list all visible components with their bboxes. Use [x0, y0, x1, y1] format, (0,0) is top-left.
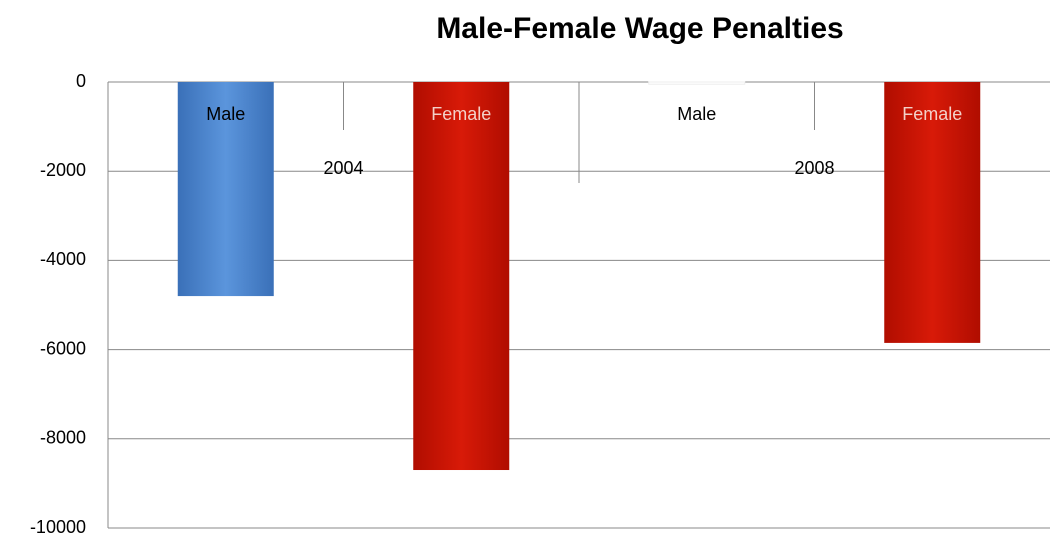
bar — [413, 82, 510, 471]
group-label: 2008 — [794, 158, 834, 178]
y-tick-label: -4000 — [40, 249, 86, 269]
y-tick-label: -8000 — [40, 428, 86, 448]
y-tick-label: -2000 — [40, 160, 86, 180]
bar — [648, 81, 746, 85]
y-tick-label: -6000 — [40, 338, 86, 358]
x-tick-label: Male — [677, 104, 716, 124]
x-tick-label: Female — [431, 104, 491, 124]
bar — [177, 82, 274, 297]
x-tick-label: Female — [902, 104, 962, 124]
x-tick-label: Male — [206, 104, 245, 124]
chart-title: Male-Female Wage Penalties — [436, 12, 843, 45]
y-tick-label: -10000 — [30, 517, 86, 537]
group-label: 2004 — [323, 158, 363, 178]
bar — [884, 82, 981, 343]
y-tick-label: 0 — [76, 71, 86, 91]
